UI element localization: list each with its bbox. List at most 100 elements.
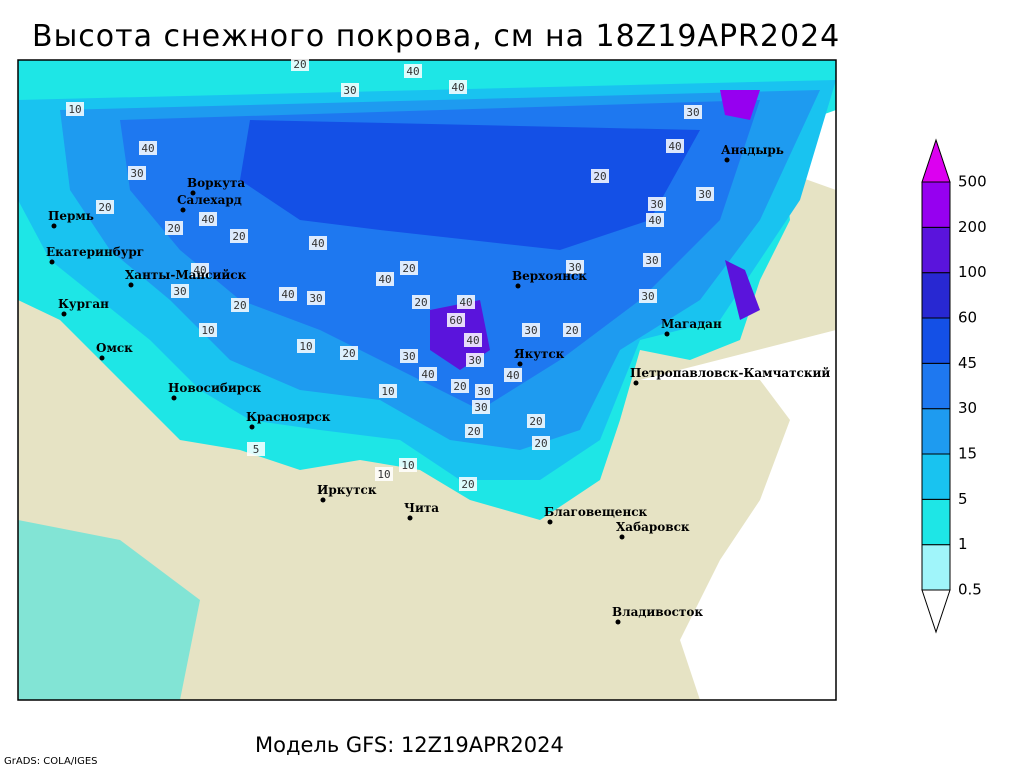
contour-label: 20 xyxy=(467,425,480,438)
city-dot xyxy=(249,424,255,430)
colorbar-label: 60 xyxy=(958,309,977,327)
cities: Воркута Салехард Пермь Екатеринбург Ханты-Ма… xyxy=(46,143,830,625)
contour-label: 40 xyxy=(201,213,214,226)
contour-label-box xyxy=(171,284,189,298)
title: Высота снежного покрова, см на 18Z19APR2… xyxy=(32,19,840,54)
contour-label-box xyxy=(643,253,661,267)
city-dot xyxy=(190,190,196,196)
contour-label-box xyxy=(527,414,545,428)
city-dot xyxy=(171,395,177,401)
city-label: Салехард xyxy=(177,193,242,207)
colorbar-label: 45 xyxy=(958,354,977,372)
city-label: Хабаровск xyxy=(616,520,690,534)
colorbar-label: 15 xyxy=(958,445,977,463)
contour-label: 20 xyxy=(461,478,474,491)
contour-label-box xyxy=(447,313,465,327)
city-dot xyxy=(633,380,639,386)
city-label: Анадырь xyxy=(721,143,784,157)
contour-label-box xyxy=(376,272,394,286)
contour-label: 40 xyxy=(648,214,661,227)
city-label: Чита xyxy=(404,501,439,515)
contour-label: 40 xyxy=(141,142,154,155)
contour-label-box xyxy=(375,467,393,481)
contour-label-box xyxy=(340,346,358,360)
contour-label: 20 xyxy=(529,415,542,428)
city-dot xyxy=(99,355,105,361)
contour-label: 30 xyxy=(309,292,322,305)
contour-label-box xyxy=(684,105,702,119)
contour-label: 20 xyxy=(414,296,427,309)
colorbar-label: 500 xyxy=(958,173,987,191)
contour-label-box xyxy=(472,400,490,414)
contour-label: 40 xyxy=(668,140,681,153)
contour-label: 30 xyxy=(343,84,356,97)
contour-label: 5 xyxy=(253,443,260,456)
contour-label: 10 xyxy=(401,459,414,472)
colorbar-segment xyxy=(921,498,951,546)
contour-label: 30 xyxy=(402,350,415,363)
contour-label-box xyxy=(464,333,482,347)
city-dot xyxy=(515,283,521,289)
city-label: Пермь xyxy=(48,209,94,223)
contour-label: 30 xyxy=(645,254,658,267)
contour-label-box xyxy=(563,323,581,337)
city-label: Новосибирск xyxy=(168,381,261,395)
contour-label: 40 xyxy=(193,264,206,277)
colorbar-label: 30 xyxy=(958,399,977,417)
city-label: Иркутск xyxy=(317,483,377,497)
contour-label: 30 xyxy=(173,285,186,298)
contour-label-box xyxy=(291,57,309,71)
contour-label-box xyxy=(475,384,493,398)
city-label: Петропавловск-Камчатский xyxy=(630,366,830,380)
contour-label: 20 xyxy=(232,230,245,243)
contour-label-box xyxy=(279,287,297,301)
contour-label-box xyxy=(465,424,483,438)
city-dot xyxy=(619,534,625,540)
contour-label-box xyxy=(504,368,522,382)
contour-label-box xyxy=(341,83,359,97)
city-label: Владивосток xyxy=(612,605,703,619)
colorbar-segment xyxy=(921,317,951,364)
contour-label: 40 xyxy=(378,273,391,286)
contour-label-box xyxy=(128,166,146,180)
contour-label-box xyxy=(646,213,664,227)
contour-label: 30 xyxy=(130,167,143,180)
colorbar-label: 100 xyxy=(958,263,987,281)
contour-label-box xyxy=(297,339,315,353)
contour-label-box xyxy=(639,289,657,303)
contour-label: 30 xyxy=(641,290,654,303)
contour-label-box xyxy=(404,64,422,78)
city-label: Курган xyxy=(58,297,109,311)
colorbar-lower xyxy=(921,589,951,634)
contour-label: 20 xyxy=(565,324,578,337)
contour-label: 40 xyxy=(466,334,479,347)
city-label: Благовещенск xyxy=(544,505,648,519)
contour-label: 20 xyxy=(293,58,306,71)
city-dot xyxy=(547,519,553,525)
contour-label-box xyxy=(648,197,666,211)
contour-label-box xyxy=(199,323,217,337)
colorbar-upper xyxy=(921,138,951,183)
city-label: Магадан xyxy=(661,317,722,331)
contour-label-box xyxy=(139,141,157,155)
city-label: Ханты-Мансийск xyxy=(125,268,247,282)
city-label: Верхоянск xyxy=(512,269,587,283)
contour-label-box xyxy=(230,229,248,243)
contour-label-box xyxy=(522,323,540,337)
contour-label-box xyxy=(532,436,550,450)
contour-label-box xyxy=(379,384,397,398)
credit: GrADS: COLA/IGES xyxy=(4,756,98,767)
contour-labels: 20 40 40 30 10 30 40 20 30 40 40 20 30 40 30 20 40 20 30 20… xyxy=(66,57,714,491)
colorbar-segment xyxy=(921,453,951,500)
colorbar-label: 0.5 xyxy=(958,581,982,599)
colorbar-segment xyxy=(921,272,951,319)
colorbar-segment xyxy=(921,544,951,591)
contour-label: 10 xyxy=(68,103,81,116)
contour-label-box xyxy=(412,295,430,309)
city-dot xyxy=(664,331,670,337)
city-label: Красноярск xyxy=(246,410,331,424)
contour-label-box xyxy=(247,442,265,456)
contour-label-box xyxy=(666,139,684,153)
city-dot xyxy=(61,311,67,317)
